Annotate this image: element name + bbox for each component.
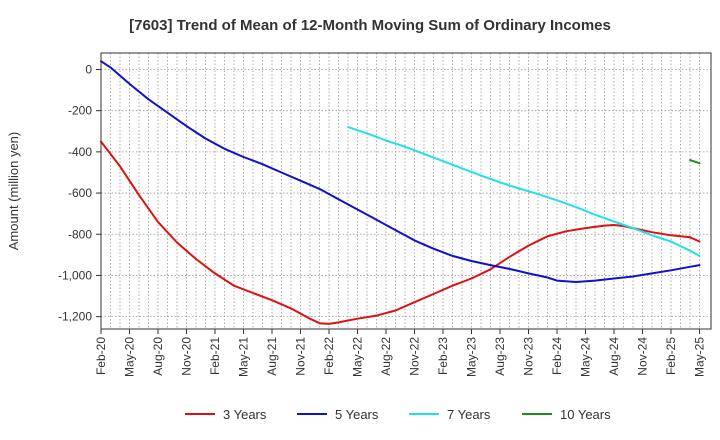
x-tick-label: Feb-23	[436, 337, 450, 375]
x-tick-label: Nov-24	[636, 337, 650, 376]
y-axis: 0 -200 -400 -600 -800 -1,000 -1,200	[58, 62, 101, 324]
series-line-7-years	[347, 126, 701, 257]
x-tick-label: Feb-22	[322, 337, 336, 375]
legend-label: 10 Years	[560, 407, 611, 422]
y-tick-label: -1,200	[58, 310, 92, 324]
series-layer	[100, 60, 701, 325]
legend-label: 5 Years	[335, 407, 379, 422]
x-tick-label: Aug-21	[265, 337, 279, 376]
x-tick-label: Nov-20	[180, 337, 194, 376]
x-tick-label: Aug-23	[493, 337, 507, 376]
x-tick-label: Aug-24	[607, 337, 621, 376]
x-tick-label: May-24	[579, 337, 593, 377]
x-tick-label: May-25	[693, 337, 707, 377]
series-line-10-years	[689, 159, 701, 165]
x-tick-label: Feb-24	[550, 337, 564, 375]
x-tick-label: May-21	[237, 337, 251, 377]
chart-title: [7603] Trend of Mean of 12-Month Moving …	[129, 17, 611, 34]
x-axis: Feb-20 May-20 Aug-20 Nov-20 Feb-21 May-21 Aug-…	[94, 329, 707, 377]
y-axis-label: Amount (million yen)	[6, 132, 21, 251]
y-tick-label: -600	[68, 186, 92, 200]
x-tick-label: Nov-21	[294, 337, 308, 376]
x-tick-label: Aug-20	[151, 337, 165, 376]
y-tick-label: -400	[68, 145, 92, 159]
x-tick-label: Feb-25	[664, 337, 678, 375]
y-tick-label: 0	[85, 62, 92, 76]
legend-label: 7 Years	[447, 407, 491, 422]
y-tick-label: -200	[68, 104, 92, 118]
x-tick-label: May-22	[351, 337, 365, 377]
y-tick-label: -1,000	[58, 268, 92, 282]
x-tick-label: Feb-20	[94, 337, 108, 375]
x-tick-label: Nov-23	[522, 337, 536, 376]
legend-label: 3 Years	[223, 407, 267, 422]
y-tick-label: -800	[68, 227, 92, 241]
x-tick-label: Aug-22	[379, 337, 393, 376]
x-tick-label: Feb-21	[208, 337, 222, 375]
grid	[101, 53, 711, 329]
x-tick-label: May-23	[465, 337, 479, 377]
series-line-3-years	[100, 140, 701, 325]
plot-area	[101, 53, 711, 329]
x-tick-label: May-20	[123, 337, 137, 377]
x-tick-label: Nov-22	[408, 337, 422, 376]
legend: 3 Years 5 Years 7 Years 10 Years	[185, 407, 611, 422]
plot-frame	[100, 52, 712, 330]
series-line-5-years	[100, 60, 701, 283]
